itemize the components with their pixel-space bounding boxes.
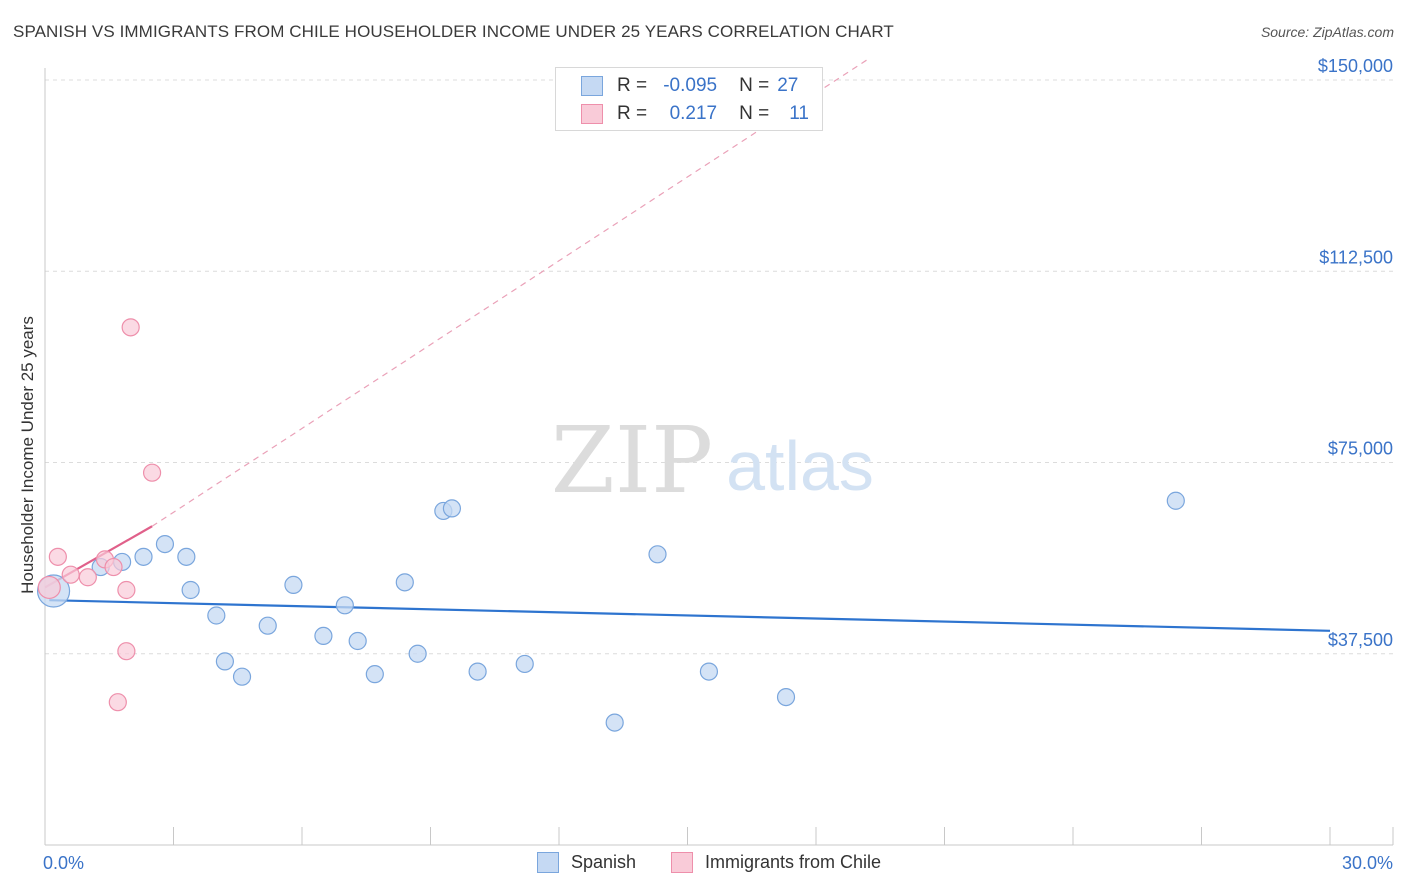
data-point-spanish <box>232 667 252 686</box>
data-point-spanish <box>408 644 427 663</box>
data-point-spanish <box>314 626 333 646</box>
legend-n-label: N = <box>739 75 770 96</box>
data-point-chile <box>37 575 61 600</box>
legend-r-label: R = <box>617 75 648 96</box>
data-point-chile <box>117 642 136 661</box>
legend-item-chile[interactable]: Immigrants from Chile <box>671 852 881 873</box>
data-point-spanish <box>442 499 462 518</box>
legend-swatch-spanish <box>537 852 559 873</box>
data-point-spanish <box>181 580 200 600</box>
x-tick-label: 0.0% <box>43 853 84 873</box>
y-tick-label: $150,000 <box>1318 56 1393 76</box>
data-point-spanish <box>1166 491 1185 510</box>
legend-r-label: R = <box>617 103 648 124</box>
trendline-spanish <box>49 599 1331 632</box>
trend-layer <box>44 59 1331 632</box>
legend-n-label: N = <box>739 103 770 124</box>
chart-title: SPANISH VS IMMIGRANTS FROM CHILE HOUSEHO… <box>13 22 894 41</box>
data-point-spanish <box>258 616 277 635</box>
data-point-spanish <box>365 665 384 684</box>
points-layer <box>36 318 1185 732</box>
y-tick-label: $37,500 <box>1328 630 1393 650</box>
data-point-chile <box>61 565 80 584</box>
watermark: ZIP atlas <box>551 407 874 514</box>
watermark-atlas: atlas <box>726 427 874 505</box>
data-point-chile <box>121 318 140 337</box>
legend-swatch-chile <box>671 852 693 873</box>
legend-label-chile: Immigrants from Chile <box>705 852 882 872</box>
axis-layer <box>44 68 1394 846</box>
data-point-chile <box>142 463 162 482</box>
data-point-spanish <box>134 547 153 566</box>
legend-label-spanish: Spanish <box>571 852 637 872</box>
legend-n-value: 27 <box>777 75 799 96</box>
legend-n-value: 11 <box>789 103 809 124</box>
data-point-spanish <box>155 534 175 554</box>
y-tick-label: $75,000 <box>1328 439 1393 459</box>
data-point-spanish <box>284 575 303 595</box>
tick-label-layer: $37,500 $75,000 $112,500 $150,000 0.0% 30.0% <box>43 56 1393 873</box>
grid-layer <box>45 79 1395 655</box>
source-credit: Source: ZipAtlas.com <box>1260 24 1394 40</box>
legend-row-chile: R = 0.217 N = 11 <box>556 100 809 128</box>
watermark-zip: ZIP <box>551 407 713 514</box>
data-point-spanish <box>215 652 234 671</box>
correlation-legend: R = -0.095 N = 27 R = 0.217 N = 11 <box>555 67 823 131</box>
data-point-spanish <box>348 631 367 651</box>
legend-r-value: 0.217 <box>669 103 718 124</box>
data-point-spanish <box>699 662 719 681</box>
series-legend: Spanish Immigrants from Chile <box>0 852 1406 878</box>
data-point-spanish <box>776 687 796 707</box>
data-point-chile <box>78 568 97 587</box>
x-tick-label: 30.0% <box>1342 853 1393 873</box>
legend-r-value: -0.095 <box>663 75 718 96</box>
legend-swatch-spanish <box>581 76 603 96</box>
legend-row-spanish: R = -0.095 N = 27 <box>556 72 798 100</box>
data-point-chile <box>108 693 127 712</box>
data-point-spanish <box>605 713 624 732</box>
data-point-spanish <box>648 545 667 564</box>
legend-swatch-chile <box>581 104 603 124</box>
data-point-spanish <box>468 662 487 681</box>
data-point-spanish <box>395 573 414 592</box>
data-point-spanish <box>335 596 354 615</box>
data-point-chile <box>104 557 123 577</box>
legend-item-spanish[interactable]: Spanish <box>537 852 636 873</box>
data-point-chile <box>48 547 67 566</box>
data-point-chile <box>117 580 136 600</box>
data-point-spanish <box>207 606 226 625</box>
y-axis-label: Householder Income Under 25 years <box>18 316 37 594</box>
data-point-spanish <box>177 547 196 566</box>
y-tick-label: $112,500 <box>1319 247 1393 267</box>
data-point-spanish <box>515 654 534 674</box>
